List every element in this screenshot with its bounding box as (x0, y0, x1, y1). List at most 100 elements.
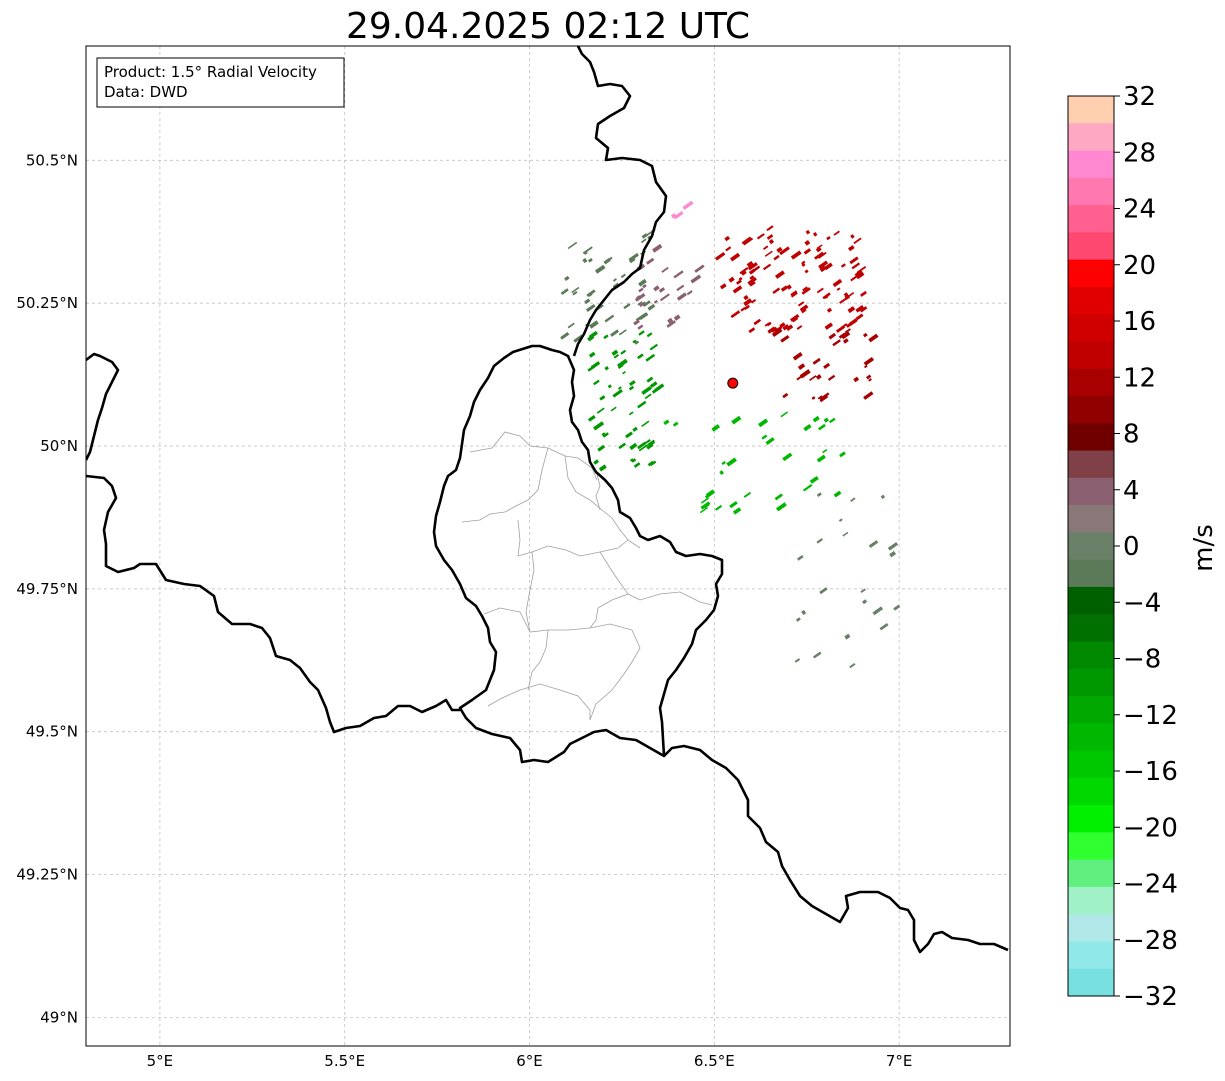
echo-speckle (879, 622, 889, 631)
echo-speckle (804, 269, 809, 274)
echo-speckle (632, 426, 638, 432)
echo-cluster-south-east-muted (794, 492, 901, 669)
echo-speckle (855, 305, 865, 313)
colorbar-bin (1068, 505, 1114, 533)
echo-speckle (588, 293, 593, 297)
echo-speckle (629, 458, 634, 462)
echo-speckle (743, 298, 753, 307)
x-tick-label: 6.5°E (694, 1052, 735, 1070)
echo-speckle (694, 264, 705, 273)
echo-speckle (768, 238, 775, 245)
colorbar-bin (1068, 696, 1114, 724)
echo-speckle (805, 229, 811, 235)
echo-speckle (850, 497, 856, 502)
echo-speckle (775, 270, 785, 279)
echo-speckle (782, 392, 789, 399)
echo-speckle (652, 243, 663, 253)
echo-speckle (604, 366, 610, 371)
echo-speckle (802, 286, 808, 292)
echo-speckle (823, 362, 831, 370)
echo-speckle (893, 604, 901, 611)
echo-speckle (782, 452, 793, 462)
echo-speckle (845, 322, 852, 328)
echo-speckle (792, 351, 803, 361)
echo-speckle (771, 328, 783, 337)
echo-speckle (860, 588, 866, 593)
echo-speckle (603, 334, 609, 340)
echo-speckle (611, 349, 619, 356)
echo-speckle (637, 400, 647, 409)
colorbar-bin (1068, 777, 1114, 806)
echo-speckle (843, 292, 849, 297)
echo-speckle (756, 233, 765, 240)
echo-speckle (676, 292, 687, 301)
y-tick-label: 49.5°N (26, 723, 78, 741)
echo-speckle (840, 331, 851, 340)
colorbar-bin (1068, 586, 1114, 615)
echo-speckle (604, 314, 615, 323)
colorbar: 32 28 24 20 16 12 8 4 0 −4 −8 −12 −16 −20 −24 −28 −32 m/… (1067, 82, 1219, 1012)
echo-speckle (593, 379, 600, 386)
colorbar-bin (1068, 450, 1114, 479)
echo-cluster-east-outbound (771, 328, 879, 403)
echo-speckle (724, 235, 731, 242)
echo-speckle (758, 418, 769, 428)
echo-speckle (672, 421, 679, 427)
colorbar-tick-label: −16 (1123, 757, 1178, 787)
x-tick-label: 6°E (516, 1052, 543, 1070)
echo-speckle (887, 542, 899, 551)
echo-speckle (764, 250, 773, 257)
echo-speckle (642, 300, 651, 308)
echo-speckle (816, 454, 826, 463)
echo-speckle (862, 332, 868, 338)
echo-speckle (797, 363, 806, 370)
echo-speckle (761, 434, 768, 440)
echo-speckle (748, 327, 756, 334)
echo-speckle (809, 375, 817, 381)
echo-speckle (762, 263, 772, 271)
echo-speckle (641, 386, 652, 395)
echo-speckle (836, 287, 841, 291)
radar-echo-layer (560, 200, 901, 669)
echo-speckle (740, 307, 746, 312)
echo-speckle (766, 225, 774, 232)
echo-speckle (851, 262, 861, 270)
echo-speckle (818, 423, 826, 431)
echo-speckle (790, 291, 798, 298)
echo-speckle (819, 587, 828, 595)
echo-speckle (797, 301, 805, 307)
info-data-source: Data: DWD (104, 83, 188, 101)
echo-speckle (765, 437, 775, 446)
echo-speckle (637, 353, 644, 360)
echo-speckle (690, 274, 702, 284)
colorbar-bin (1068, 832, 1114, 861)
colorbar-bin (1068, 177, 1114, 206)
echo-speckle (628, 257, 636, 264)
y-axis-ticks: 50.5°N 50.25°N 50°N 49.75°N 49.5°N 49.25°N 49°… (16, 151, 78, 1026)
echo-speckle (748, 280, 756, 287)
radar-site-marker (727, 377, 739, 389)
echo-speckle (859, 306, 868, 313)
echo-speckle (663, 419, 670, 426)
echo-speckle (826, 235, 831, 241)
echo-speckle (730, 310, 741, 319)
colorbar-bin (1068, 396, 1114, 424)
echo-speckle (801, 260, 806, 265)
echo-speckle (833, 490, 842, 498)
echo-speckle (638, 278, 647, 287)
echo-speckle (618, 329, 627, 336)
colorbar-bin (1068, 559, 1114, 588)
echo-speckle (848, 245, 855, 252)
echo-speckle (623, 303, 631, 310)
echo-speckle (822, 292, 831, 300)
map-title: 29.04.2025 02:12 UTC (346, 6, 750, 47)
y-tick-label: 49°N (40, 1008, 78, 1026)
echo-speckle (770, 326, 778, 333)
echo-speckle (728, 276, 735, 283)
echo-speckle (572, 290, 578, 296)
echo-speckle (829, 417, 836, 424)
echo-speckle (639, 312, 649, 321)
y-tick-label: 49.25°N (16, 866, 78, 884)
colorbar-tick-label: −24 (1123, 870, 1178, 900)
echo-speckle (775, 502, 787, 512)
